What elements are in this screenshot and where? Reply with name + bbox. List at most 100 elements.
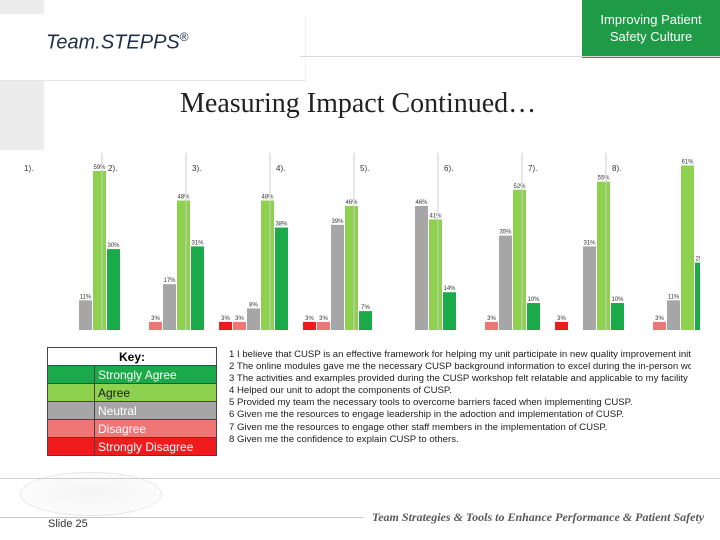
bar-agree xyxy=(513,189,526,330)
statement-item: 1 I believe that CUSP is an effective fr… xyxy=(229,349,691,360)
statement-item: 6 Given me the resources to engage leade… xyxy=(229,409,625,421)
bar-value-label: 46% xyxy=(415,200,428,206)
bar-value-label: 3% xyxy=(557,316,566,322)
key-swatch xyxy=(47,383,95,402)
bar-strongly-agree xyxy=(611,303,624,330)
key-label: Strongly Agree xyxy=(94,365,217,384)
bar-neutral xyxy=(79,300,92,330)
key-legend: Key: Strongly Agree Agree Neutral Disagree S… xyxy=(47,347,217,456)
bar-neutral xyxy=(247,308,260,330)
bar-strongly-agree xyxy=(107,249,120,330)
bar-strongly-disagree xyxy=(303,321,316,330)
bar-strongly-disagree xyxy=(555,321,568,330)
bar-neutral xyxy=(583,246,596,330)
panel-label: 1). xyxy=(24,164,33,173)
bar-value-label: 3% xyxy=(221,316,230,322)
bar-neutral xyxy=(499,235,512,330)
bar-value-label: 38% xyxy=(275,222,288,228)
bar-agree xyxy=(429,219,442,330)
key-label: Disagree xyxy=(94,419,217,438)
brand-logo: Team.STEPPS® xyxy=(46,30,189,54)
bar-value-label: 48% xyxy=(261,195,274,201)
bar-value-label: 3% xyxy=(235,316,244,322)
key-swatch xyxy=(47,365,95,384)
panel-label: 8). xyxy=(612,164,621,173)
bar-agree xyxy=(93,170,106,330)
header-logo-box xyxy=(0,14,306,81)
bar-disagree xyxy=(233,321,246,330)
bar-value-label: 11% xyxy=(80,294,92,300)
bar-value-label: 3% xyxy=(151,316,160,322)
key-label: Strongly Disagree xyxy=(94,437,217,456)
key-swatch xyxy=(47,419,95,438)
statement-item: 3 The activities and examples provided d… xyxy=(229,373,688,385)
corner-badge: Improving Patient Safety Culture xyxy=(582,0,720,58)
bar-strongly-agree xyxy=(443,292,456,330)
bar-value-label: 55% xyxy=(597,176,610,182)
bar-value-label: 35% xyxy=(499,230,512,236)
bar-agree xyxy=(681,165,694,330)
bar-neutral xyxy=(163,284,176,330)
bar-value-label: 3% xyxy=(487,316,496,322)
bar-strongly-agree xyxy=(191,246,204,330)
bar-neutral xyxy=(667,300,680,330)
bar-strongly-agree xyxy=(695,262,700,330)
bar-value-label: 3% xyxy=(655,316,664,322)
footer-divider xyxy=(0,478,720,479)
bar-value-label: 10% xyxy=(611,297,624,303)
statement-item: 2 The online modules gave me the necessa… xyxy=(229,361,691,373)
bar-disagree xyxy=(653,321,666,330)
bar-value-label: 8% xyxy=(249,302,258,308)
bar-disagree xyxy=(317,321,330,330)
bar-disagree xyxy=(149,321,162,330)
key-title: Key: xyxy=(47,347,217,366)
bar-value-label: 61% xyxy=(681,159,694,165)
bar-value-label: 52% xyxy=(513,184,526,190)
bar-chart-panels: 1). 11% 59% 30% 2). 3% 17% 48% 31% 3). 3% 3% 8% 48% 38… xyxy=(24,153,700,330)
bar-value-label: 10% xyxy=(527,297,540,303)
bar-value-label: 25% xyxy=(695,257,700,263)
bar-value-label: 3% xyxy=(305,316,314,322)
panel-label: 7). xyxy=(528,164,537,173)
header-divider xyxy=(300,56,720,57)
bar-value-label: 30% xyxy=(107,243,120,249)
bar-strongly-disagree xyxy=(219,321,232,330)
seal-watermark xyxy=(20,472,162,516)
key-swatch xyxy=(47,437,95,456)
footer-line xyxy=(0,517,363,518)
panel-label: 4). xyxy=(276,164,285,173)
key-row: Agree xyxy=(47,383,217,402)
bar-strongly-agree xyxy=(527,303,540,330)
statement-item: 7 Given me the resources to engage other… xyxy=(229,421,608,433)
panel-label: 3). xyxy=(192,164,201,173)
bar-value-label: 3% xyxy=(319,316,328,322)
bar-agree xyxy=(261,200,274,330)
panel-label: 6). xyxy=(444,164,453,173)
panel-label: 2). xyxy=(108,164,117,173)
key-label: Neutral xyxy=(94,401,217,420)
key-row: Strongly Agree xyxy=(47,365,217,384)
badge-line-1: Improving Patient xyxy=(600,12,702,27)
bar-neutral xyxy=(415,205,428,330)
bar-strongly-agree xyxy=(275,227,288,330)
bar-neutral xyxy=(331,224,344,330)
footer-tagline: Team Strategies & Tools to Enhance Perfo… xyxy=(372,510,705,524)
bar-value-label: 46% xyxy=(345,200,358,206)
bar-value-label: 31% xyxy=(583,240,596,246)
bar-value-label: 17% xyxy=(163,278,176,284)
statement-item: 8 Given me the confidence to explain CUS… xyxy=(229,433,459,445)
bar-value-label: 39% xyxy=(331,219,344,225)
bar-value-label: 41% xyxy=(429,213,442,219)
bar-value-label: 48% xyxy=(177,195,190,201)
bar-value-label: 7% xyxy=(361,305,370,311)
statement-item: 5 Provided my team the necessary tools t… xyxy=(229,397,633,409)
bar-value-label: 14% xyxy=(443,286,456,292)
slide-title: Measuring Impact Continued… xyxy=(180,88,537,119)
key-swatch xyxy=(47,401,95,420)
badge-line-2: Safety Culture xyxy=(609,29,693,44)
bar-disagree xyxy=(485,321,498,330)
bar-value-label: 11% xyxy=(668,294,680,300)
bar-value-label: 31% xyxy=(191,240,204,246)
bar-agree xyxy=(345,205,358,330)
slide-number: Slide 25 xyxy=(48,518,88,530)
